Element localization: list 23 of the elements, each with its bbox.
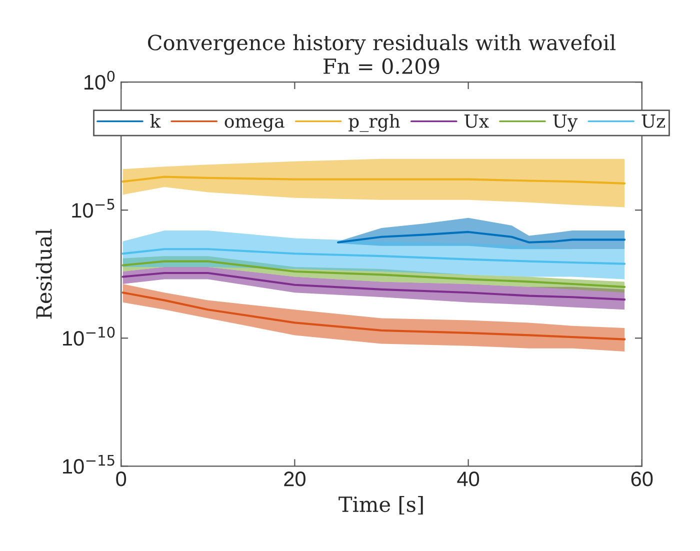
legend-label: omega xyxy=(224,118,284,132)
line-series xyxy=(122,176,626,184)
line-series xyxy=(122,248,626,265)
x-tick-label: 0 xyxy=(116,472,126,486)
legend-label: Ux xyxy=(464,114,489,128)
x-tick-label: 60 xyxy=(631,472,653,486)
y-tick-label: 10$^{−15}$ xyxy=(63,454,114,474)
legend-label: Uy xyxy=(553,114,578,132)
chart-title: Convergence history residuals with wavefoil Fn = 0.209 xyxy=(148,34,616,74)
y-axis-title: Residual xyxy=(36,229,52,319)
x-tick-label: 20 xyxy=(284,472,306,486)
line-series xyxy=(122,260,626,288)
x-tick-label: 40 xyxy=(457,472,480,486)
line-series xyxy=(122,272,626,301)
legend-label: p_rgh xyxy=(348,114,400,132)
legend-label: k xyxy=(150,114,161,128)
line-series xyxy=(122,292,626,340)
legend-label: Uz xyxy=(642,114,665,128)
y-tick-label: 10$^{−5}$ xyxy=(72,198,114,218)
x-axis-title: Time [s] xyxy=(338,496,423,515)
line-series xyxy=(337,230,626,244)
y-tick-label: 10$^{0}$ xyxy=(84,70,115,90)
y-tick-label: 10$^{−10}$ xyxy=(63,326,115,346)
